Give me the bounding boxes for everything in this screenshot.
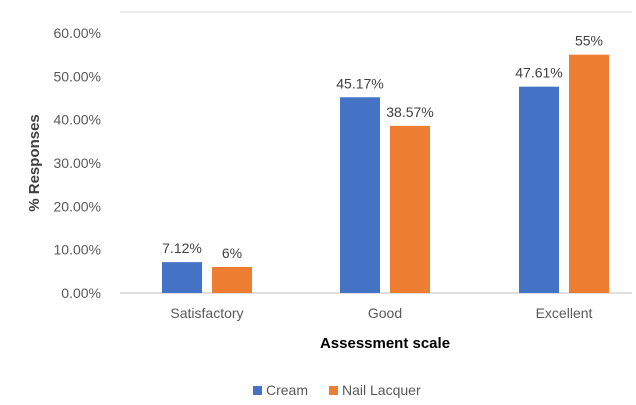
legend-label: Nail Lacquer: [342, 382, 421, 398]
y-axis-ticks: 0.00% 10.00% 20.00% 30.00% 40.00% 50.00% 60.00…: [54, 25, 101, 301]
y-tick-label: 20.00%: [54, 198, 101, 214]
bar-nail-lacquer-satisfactory: [212, 267, 252, 293]
y-tick-label: 0.00%: [61, 285, 101, 301]
bar-cream-good: [340, 97, 380, 293]
data-label: 45.17%: [336, 75, 383, 91]
x-axis-ticks: Satisfactory Good Excellent: [170, 305, 592, 321]
y-tick-label: 60.00%: [54, 25, 101, 41]
y-tick-label: 40.00%: [54, 112, 101, 128]
y-tick-label: 30.00%: [54, 155, 101, 171]
legend-swatch: [329, 386, 338, 395]
x-tick-label: Good: [368, 305, 402, 321]
data-label: 38.57%: [386, 104, 433, 120]
legend: Cream Nail Lacquer: [253, 382, 421, 398]
bar-cream-excellent: [519, 86, 559, 293]
x-axis-title: Assessment scale: [320, 335, 450, 352]
y-tick-label: 10.00%: [54, 242, 101, 258]
y-axis-title: % Responses: [26, 114, 43, 212]
legend-swatch: [253, 386, 262, 395]
data-label: 6%: [222, 245, 242, 261]
bars: 7.12% 45.17% 47.61% 6% 38.57% 55%: [162, 33, 609, 293]
data-label: 7.12%: [162, 240, 202, 256]
data-label: 55%: [575, 33, 603, 49]
bar-nail-lacquer-excellent: [569, 54, 609, 293]
data-label: 47.61%: [515, 65, 562, 81]
y-tick-label: 50.00%: [54, 68, 101, 84]
bar-cream-satisfactory: [162, 262, 202, 293]
bar-nail-lacquer-good: [390, 125, 430, 293]
x-tick-label: Excellent: [536, 305, 593, 321]
legend-label: Cream: [266, 382, 308, 398]
x-tick-label: Satisfactory: [170, 305, 243, 321]
